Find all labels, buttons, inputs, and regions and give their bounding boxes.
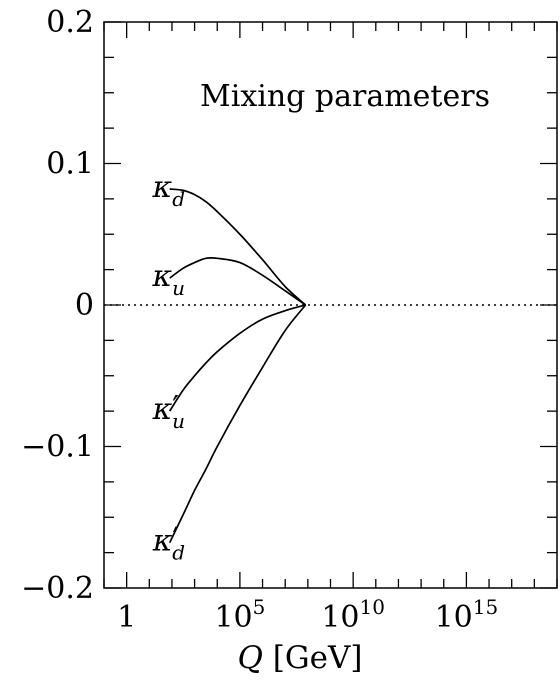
series-label-subscript: d xyxy=(172,187,185,211)
series-label-kappa-u: κu xyxy=(151,259,185,300)
y-tick-label: 0.1 xyxy=(46,147,94,182)
x-axis-label: Q [GeV] xyxy=(238,640,363,676)
x-tick-label-exponent: 5 xyxy=(253,595,266,619)
chart-title: Mixing parameters xyxy=(200,79,490,114)
series-label-subscript: u xyxy=(172,276,185,300)
series-line-kappa-u-prime xyxy=(168,304,306,412)
series-label-symbol: κ xyxy=(152,524,173,559)
series-label-subscript: u xyxy=(172,409,185,433)
y-tick-label: 0.2 xyxy=(46,5,94,40)
x-tick-label-base: 10 xyxy=(214,600,252,635)
x-axis-label-variable: Q xyxy=(238,640,263,676)
series-line-kappa-d xyxy=(169,188,307,306)
series-label-symbol: κ xyxy=(152,170,173,205)
x-tick-label-base: 10 xyxy=(321,600,359,635)
series-label-symbol: κ xyxy=(152,392,173,427)
chart-labels: 1 105 1010 10150.20.10−0.1−0.2κdκuκ′uκ′dMix… xyxy=(21,5,498,676)
x-tick-label: 1015 xyxy=(435,595,499,635)
x-axis-label-unit: [GeV] xyxy=(263,640,363,676)
axis-ticks xyxy=(103,21,558,589)
x-tick-label-base: 1 xyxy=(117,600,136,635)
series-label-kappa-d: κd xyxy=(152,170,186,211)
chart-marks xyxy=(104,188,557,544)
x-tick-label: 1 xyxy=(117,600,136,635)
y-tick-label: 0 xyxy=(75,288,94,323)
series-label-kappa-d-prime: κ′d xyxy=(152,522,185,565)
series-label-symbol: κ xyxy=(151,259,172,294)
x-tick-label: 105 xyxy=(214,595,265,635)
x-tick-label-exponent: 15 xyxy=(473,595,498,619)
series-label-kappa-u-prime: κ′u xyxy=(152,390,185,433)
y-tick-label: −0.2 xyxy=(21,571,94,606)
series-line-kappa-d-prime xyxy=(168,304,307,544)
x-tick-label: 1010 xyxy=(321,595,385,635)
series-label-prime: ′ xyxy=(172,390,179,425)
x-tick-label-base: 10 xyxy=(435,600,473,635)
series-line-kappa-u xyxy=(169,256,307,306)
y-tick-label: −0.1 xyxy=(21,430,94,465)
series-label-subscript: d xyxy=(172,541,185,565)
series-label-prime: ′ xyxy=(172,522,179,557)
x-tick-label-exponent: 10 xyxy=(360,595,385,619)
